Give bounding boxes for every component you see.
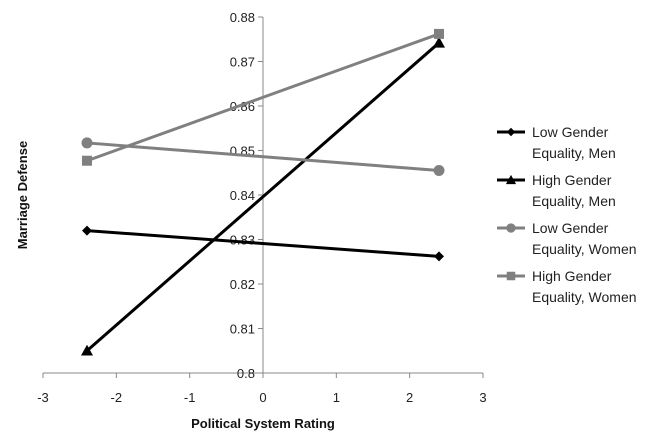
series-line [86,141,440,173]
y-tick-label: 0.88 [230,10,255,25]
data-point [433,36,445,48]
legend-label: Low Gender [532,220,609,236]
x-tick-label: -3 [37,390,49,405]
legend-label: High Gender [532,172,612,188]
x-tick-label: 1 [333,390,340,405]
data-point [434,251,444,262]
legend-marker [505,174,517,185]
y-tick-label: 0.87 [230,55,255,70]
data-point [433,165,445,177]
legend-label: Low Gender [532,124,609,140]
legend-marker [506,223,516,233]
y-tick-label: 0.8 [237,366,255,381]
y-tick-label: 0.82 [230,277,255,292]
legend-label: Equality, Women [532,289,637,305]
x-tick-label: 0 [259,390,266,405]
series-line [86,41,440,352]
x-tick-label: 3 [479,390,486,405]
series-layer [81,28,445,356]
legend-label: Equality, Men [532,145,616,161]
data-point [81,137,93,149]
legend-item: Low Gender Equality, Men [497,124,616,161]
legend-label: Equality, Men [532,193,616,209]
legend-item: Low Gender Equality, Women [497,220,637,257]
legend: Low Gender Equality, Men High Gender Equali… [497,124,637,305]
series-line [86,32,440,163]
data-point [81,344,93,356]
y-axis-title: Marriage Defense [15,141,30,249]
series-3 [81,137,445,177]
series-line [86,229,440,258]
x-axis-title: Political System Rating [191,416,335,431]
y-tick-label: 0.84 [230,188,255,203]
data-point [82,225,92,236]
x-tick-label: 2 [406,390,413,405]
legend-marker [506,271,516,281]
x-tick-label: -1 [184,390,196,405]
x-tick-label: -2 [111,390,123,405]
series-2 [81,36,445,356]
data-point [82,155,92,166]
legend-marker [506,127,516,137]
series-4 [82,28,444,166]
axes: -3 -2 -1 0 1 2 30.80.810.820.830.840.850.860.8… [37,10,486,405]
legend-label: High Gender [532,268,612,284]
legend-label: Equality, Women [532,241,637,257]
series-1 [82,225,444,262]
y-tick-label: 0.81 [230,322,255,337]
data-point [434,28,444,39]
legend-item: High Gender Equality, Women [497,268,637,305]
legend-item: High Gender Equality, Men [497,172,616,209]
